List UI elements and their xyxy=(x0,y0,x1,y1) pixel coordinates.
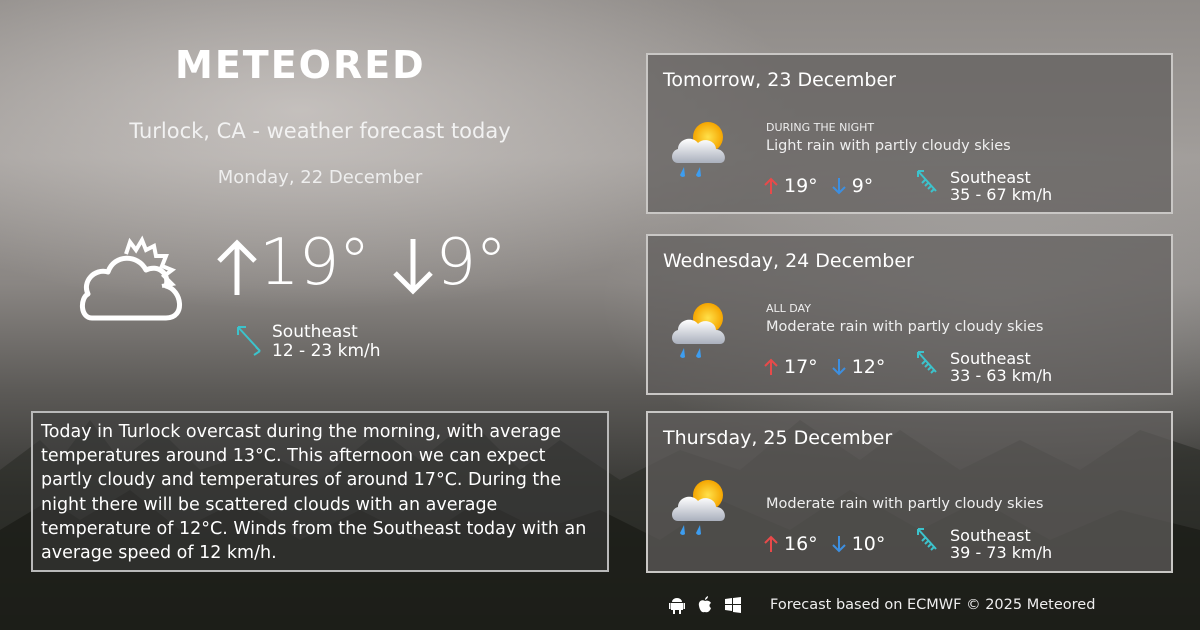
arrow-up-icon xyxy=(764,177,778,194)
forecast-low: 12° xyxy=(851,356,886,378)
forecast-condition: Moderate rain with partly cloudy skies xyxy=(766,496,1044,512)
arrow-down-icon xyxy=(831,536,846,553)
forecast-condition: Moderate rain with partly cloudy skies xyxy=(766,319,1044,335)
windows-icon[interactable] xyxy=(724,596,742,614)
arrow-up-icon xyxy=(764,358,778,375)
partly-cloudy-outline-icon xyxy=(80,235,182,321)
wind-direction-icon xyxy=(917,170,937,193)
apple-icon[interactable] xyxy=(696,596,714,614)
rain-partly-cloudy-icon xyxy=(672,480,725,535)
forecast-period: DURING THE NIGHT xyxy=(766,121,875,134)
arrow-down-icon xyxy=(831,359,846,376)
forecast-high: 19° xyxy=(784,175,818,197)
arrow-up-icon xyxy=(217,238,257,295)
today-wind: Southeast 12 - 23 km/h xyxy=(236,323,381,361)
forecast-day: Wednesday, 24 December xyxy=(663,250,914,272)
forecast-high: 16° xyxy=(784,533,818,555)
wind-direction-icon xyxy=(917,351,937,374)
arrow-down-icon xyxy=(831,178,846,195)
forecast-low: 9° xyxy=(851,175,874,197)
forecast-card[interactable]: Tomorrow, 23 December DURING THE NIGHT L… xyxy=(646,53,1173,214)
forecast-low: 10° xyxy=(851,533,886,555)
forecast-temps: 19° 9° xyxy=(764,175,881,197)
svg-text:METEORED: METEORED xyxy=(175,44,426,84)
forecast-temps: 17° 12° xyxy=(764,356,893,378)
current-date: Monday, 22 December xyxy=(217,167,423,188)
forecast-period: ALL DAY xyxy=(766,302,811,315)
wind-direction-icon xyxy=(917,528,937,551)
forecast-day: Thursday, 25 December xyxy=(663,427,893,449)
arrow-up-icon xyxy=(764,535,778,552)
forecast-card[interactable]: Thursday, 25 December Moderate rain with… xyxy=(646,411,1173,573)
android-icon[interactable] xyxy=(668,596,686,614)
rain-partly-cloudy-icon xyxy=(672,303,725,358)
wind-direction-icon xyxy=(237,326,261,356)
rain-partly-cloudy-icon xyxy=(672,122,725,177)
page-title: Turlock, CA - weather forecast today xyxy=(129,119,511,143)
arrow-down-icon xyxy=(393,238,434,295)
forecast-wind: Southeast 33 - 63 km/h xyxy=(916,350,1052,384)
forecast-day: Tomorrow, 23 December xyxy=(663,69,896,91)
forecast-condition: Light rain with partly cloudy skies xyxy=(766,138,1011,154)
today-temperatures: 19° 9° xyxy=(215,226,507,300)
forecast-wind: Southeast 39 - 73 km/h xyxy=(916,527,1052,561)
footer-credit: Forecast based on ECMWF © 2025 Meteored xyxy=(770,597,1096,613)
meteored-logo: METEORED xyxy=(175,44,426,84)
forecast-card[interactable]: Wednesday, 24 December ALL DAY Moderate … xyxy=(646,234,1173,395)
forecast-wind: Southeast 35 - 67 km/h xyxy=(916,169,1052,203)
today-high: 19° xyxy=(215,226,370,300)
forecast-temps: 16° 10° xyxy=(764,533,893,555)
forecast-high: 17° xyxy=(784,356,818,378)
footer: Forecast based on ECMWF © 2025 Meteored xyxy=(668,596,1095,614)
today-description: Today in Turlock overcast during the mor… xyxy=(31,411,609,572)
today-low: 9° xyxy=(391,226,507,300)
